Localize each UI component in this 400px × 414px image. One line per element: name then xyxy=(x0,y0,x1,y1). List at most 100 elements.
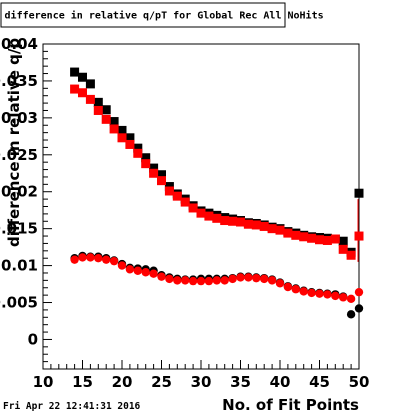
data-point-square xyxy=(243,219,253,229)
data-point-circle xyxy=(354,304,364,313)
data-point-circle xyxy=(323,290,332,299)
title-box xyxy=(0,2,286,28)
data-point-circle xyxy=(252,273,261,283)
y-tick-label: 0.04 xyxy=(1,35,38,53)
data-point-square xyxy=(125,133,135,143)
data-point-square xyxy=(220,216,230,226)
data-point-square xyxy=(251,220,261,230)
data-point-square xyxy=(101,114,111,124)
data-point-circle xyxy=(181,276,190,285)
data-point-square xyxy=(354,231,364,241)
data-point-square xyxy=(117,125,127,135)
data-point-circle xyxy=(331,291,340,301)
data-point-square xyxy=(338,244,348,254)
chart-title: Fitted difference in relative q/pT for G… xyxy=(0,10,324,22)
data-point-square xyxy=(117,133,127,143)
data-point-circle xyxy=(109,256,119,266)
data-point-circle xyxy=(141,268,150,277)
data-point-circle xyxy=(260,274,269,284)
data-point-circle xyxy=(70,255,79,264)
y-tick-label: 0.03 xyxy=(1,109,38,127)
y-tick-label: 0.035 xyxy=(0,72,38,90)
data-point-square xyxy=(125,139,135,149)
data-point-circle xyxy=(125,265,135,274)
data-point-square xyxy=(157,170,166,180)
data-point-circle xyxy=(307,288,316,298)
x-tick-label: 45 xyxy=(309,373,330,391)
data-point-square xyxy=(101,105,111,115)
data-point-circle xyxy=(346,294,356,304)
data-point-circle xyxy=(165,274,174,284)
data-point-square xyxy=(330,234,340,244)
x-tick-label: 35 xyxy=(230,373,251,391)
data-point-circle xyxy=(354,287,364,297)
data-point-square xyxy=(275,225,285,235)
data-point-circle xyxy=(291,285,300,294)
x-tick-label: 20 xyxy=(112,373,133,391)
data-point-square xyxy=(70,67,80,77)
data-point-square xyxy=(291,230,301,240)
data-point-square xyxy=(204,211,214,221)
y-tick-label: 0.005 xyxy=(0,294,38,312)
data-point-square xyxy=(354,188,364,198)
data-point-square xyxy=(322,235,332,245)
data-point-circle xyxy=(299,287,308,296)
data-point-circle xyxy=(78,253,87,262)
data-point-square xyxy=(299,232,309,242)
data-point-circle xyxy=(236,273,245,282)
data-point-square xyxy=(259,221,269,231)
timestamp: Fri Apr 22 12:41:31 2016 xyxy=(3,401,141,412)
data-point-square xyxy=(149,168,159,178)
data-point-circle xyxy=(275,279,285,288)
data-point-square xyxy=(283,228,293,238)
data-point-circle xyxy=(102,255,111,264)
data-point-square xyxy=(236,217,245,227)
data-point-circle xyxy=(212,276,221,285)
data-point-circle xyxy=(315,289,324,298)
data-point-square xyxy=(133,143,143,153)
y-tick-label: 0.02 xyxy=(1,183,38,201)
data-point-circle xyxy=(133,266,142,275)
data-point-square xyxy=(93,105,103,115)
data-point-circle xyxy=(188,276,198,286)
data-point-square xyxy=(78,88,87,98)
x-axis: 10 15 20 25 30 35 40 45 50 xyxy=(33,360,370,391)
x-tick-label: 40 xyxy=(270,373,291,391)
y-tick-label: 0.025 xyxy=(0,146,38,164)
data-point-circle xyxy=(267,276,277,285)
data-point-square xyxy=(93,97,103,107)
y-axis-title: difference in relative q/p xyxy=(5,38,23,247)
data-point-square xyxy=(133,148,143,158)
x-axis-title: No. of Fit Points xyxy=(222,396,359,414)
data-point-circle xyxy=(157,272,166,281)
data-point-square xyxy=(338,236,348,246)
data-point-square xyxy=(315,235,324,245)
y-tick-label: 0 xyxy=(28,330,38,348)
data-point-square xyxy=(78,72,87,82)
series-layer xyxy=(70,67,364,319)
data-point-square xyxy=(109,124,119,134)
x-tick-label: 15 xyxy=(72,373,93,391)
data-point-square xyxy=(149,163,159,173)
y-axis: 0 0.005 0.01 0.015 0.02 0.025 0.03 0.035 0.04 xyxy=(0,35,52,370)
data-point-square xyxy=(196,208,206,218)
data-point-square xyxy=(172,191,182,201)
data-point-square xyxy=(180,197,190,207)
data-point-square xyxy=(157,176,166,186)
data-point-circle xyxy=(204,276,214,286)
x-tick-label: 50 xyxy=(349,373,370,391)
x-tick-label: 30 xyxy=(191,373,212,391)
data-point-circle xyxy=(339,293,348,302)
data-point-square xyxy=(141,153,151,163)
data-point-circle xyxy=(220,276,229,285)
data-point-square xyxy=(267,224,277,234)
y-tick-label: 0.01 xyxy=(1,257,38,275)
x-tick-label: 10 xyxy=(33,373,54,391)
data-point-circle xyxy=(196,276,206,286)
data-point-circle xyxy=(346,310,356,319)
data-point-circle xyxy=(173,276,182,285)
y-tick-label: 0.015 xyxy=(0,220,38,238)
data-point-circle xyxy=(244,273,253,282)
data-point-square xyxy=(228,216,238,226)
